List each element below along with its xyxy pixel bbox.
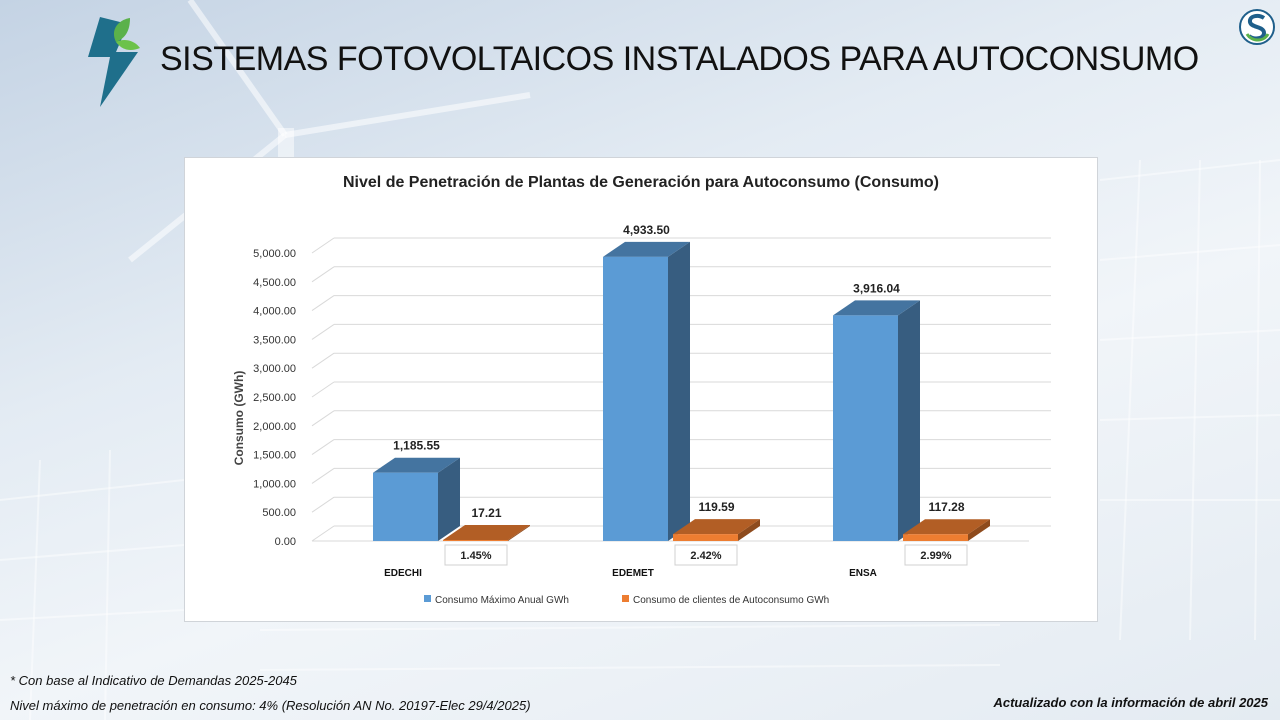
bar-series1-edemet-front (603, 256, 668, 541)
legend-swatch-series1 (424, 595, 431, 602)
bar-series2-edemet-value-label: 119.59 (698, 500, 734, 514)
bar-series1-edechi-value-label: 1,185.55 (393, 439, 440, 453)
x-tick-label: ENSA (849, 568, 877, 579)
gridline-depth (311, 496, 335, 513)
footnote-max-penetration: Nivel máximo de penetración en consumo: … (10, 698, 531, 713)
gridline-depth (311, 323, 335, 340)
y-tick-label: 2,500.00 (253, 392, 296, 404)
gridline-depth (311, 439, 335, 456)
s-circle-logo-icon (1239, 9, 1275, 45)
bar-series2-edemet-front (673, 534, 738, 541)
lightning-leaf-logo-icon (88, 17, 140, 107)
y-tick-label: 1,000.00 (253, 478, 296, 490)
y-tick-label: 4,500.00 (253, 277, 296, 289)
legend-label-series1: Consumo Máximo Anual GWh (435, 595, 569, 606)
penetration-annotation: 2.42% (690, 550, 721, 562)
bar-series2-edemet: 119.59 (673, 500, 760, 541)
gridline-depth (311, 266, 335, 283)
bar-series1-edechi: 1,185.55 (373, 439, 460, 541)
bar-series1-edemet-value-label: 4,933.50 (623, 223, 670, 237)
chart-container: Nivel de Penetración de Plantas de Gener… (184, 157, 1098, 622)
bar-series2-edemet-side (738, 519, 760, 541)
bar-series1-ensa: 3,916.04 (833, 281, 920, 541)
bar-series1-edechi-front (373, 472, 438, 541)
chart-title: Nivel de Penetración de Plantas de Gener… (343, 174, 939, 191)
penetration-annotation-box (674, 544, 738, 566)
slide-title: SISTEMAS FOTOVOLTAICOS INSTALADOS PARA A… (160, 40, 1199, 78)
bar-series2-edechi-value-label: 17.21 (471, 506, 501, 520)
y-tick-label: 2,000.00 (253, 421, 296, 433)
bar-series2-edechi-front (443, 540, 508, 542)
gridline-depth (311, 295, 335, 312)
y-axis-label: Consumo (GWh) (232, 371, 246, 466)
y-tick-label: 1,500.00 (253, 450, 296, 462)
bar-series2-ensa: 117.28 (903, 500, 990, 541)
bar-series2-ensa-value-label: 117.28 (928, 500, 964, 514)
bar-series1-edemet: 4,933.50 (603, 223, 690, 542)
x-tick-label: EDEMET (612, 568, 654, 579)
bar-series2-edechi-side (508, 525, 530, 541)
y-tick-label: 4,000.00 (253, 306, 296, 318)
y-tick-label: 3,500.00 (253, 334, 296, 346)
bar-series2-ensa-front (903, 534, 968, 541)
bar-chart: Nivel de Penetración de Plantas de Gener… (232, 174, 1051, 606)
bar-series1-edemet-side (668, 241, 690, 542)
gridline-depth (311, 352, 335, 369)
bar-series1-ensa-value-label: 3,916.04 (853, 281, 900, 295)
gridline-depth (311, 237, 335, 254)
footnote-demand-source: * Con base al Indicativo de Demandas 202… (10, 673, 297, 688)
gridline-depth (311, 467, 335, 484)
gridline-depth (311, 381, 335, 398)
x-tick-label: EDECHI (384, 568, 422, 579)
bar-series1-ensa-top (833, 300, 920, 316)
bar-series2-edemet-top (673, 519, 760, 535)
penetration-annotation: 1.45% (460, 550, 491, 562)
y-tick-label: 3,000.00 (253, 363, 296, 375)
legend-swatch-series2 (622, 595, 629, 602)
penetration-annotation: 2.99% (920, 550, 951, 562)
bar-series2-ensa-side (968, 519, 990, 541)
update-note: Actualizado con la información de abril … (993, 695, 1268, 710)
y-tick-label: 5,000.00 (253, 248, 296, 260)
penetration-annotation-box (904, 544, 968, 566)
gridline-depth (311, 410, 335, 427)
bar-series1-edechi-side (438, 457, 460, 541)
legend-label-series2: Consumo de clientes de Autoconsumo GWh (633, 595, 829, 606)
bar-series2-ensa-top (903, 519, 990, 535)
bar-series1-edechi-top (373, 457, 460, 473)
bar-series1-ensa-side (898, 300, 920, 541)
gridline-depth (311, 525, 335, 542)
bar-series1-ensa-front (833, 315, 898, 541)
bar-series2-edechi-top (443, 525, 530, 541)
penetration-annotation-box (444, 544, 508, 566)
bar-series2-edechi: 17.21 (443, 506, 530, 542)
bar-series1-edemet-top (603, 241, 690, 257)
y-tick-label: 500.00 (262, 507, 296, 519)
y-tick-label: 0.00 (275, 536, 296, 548)
